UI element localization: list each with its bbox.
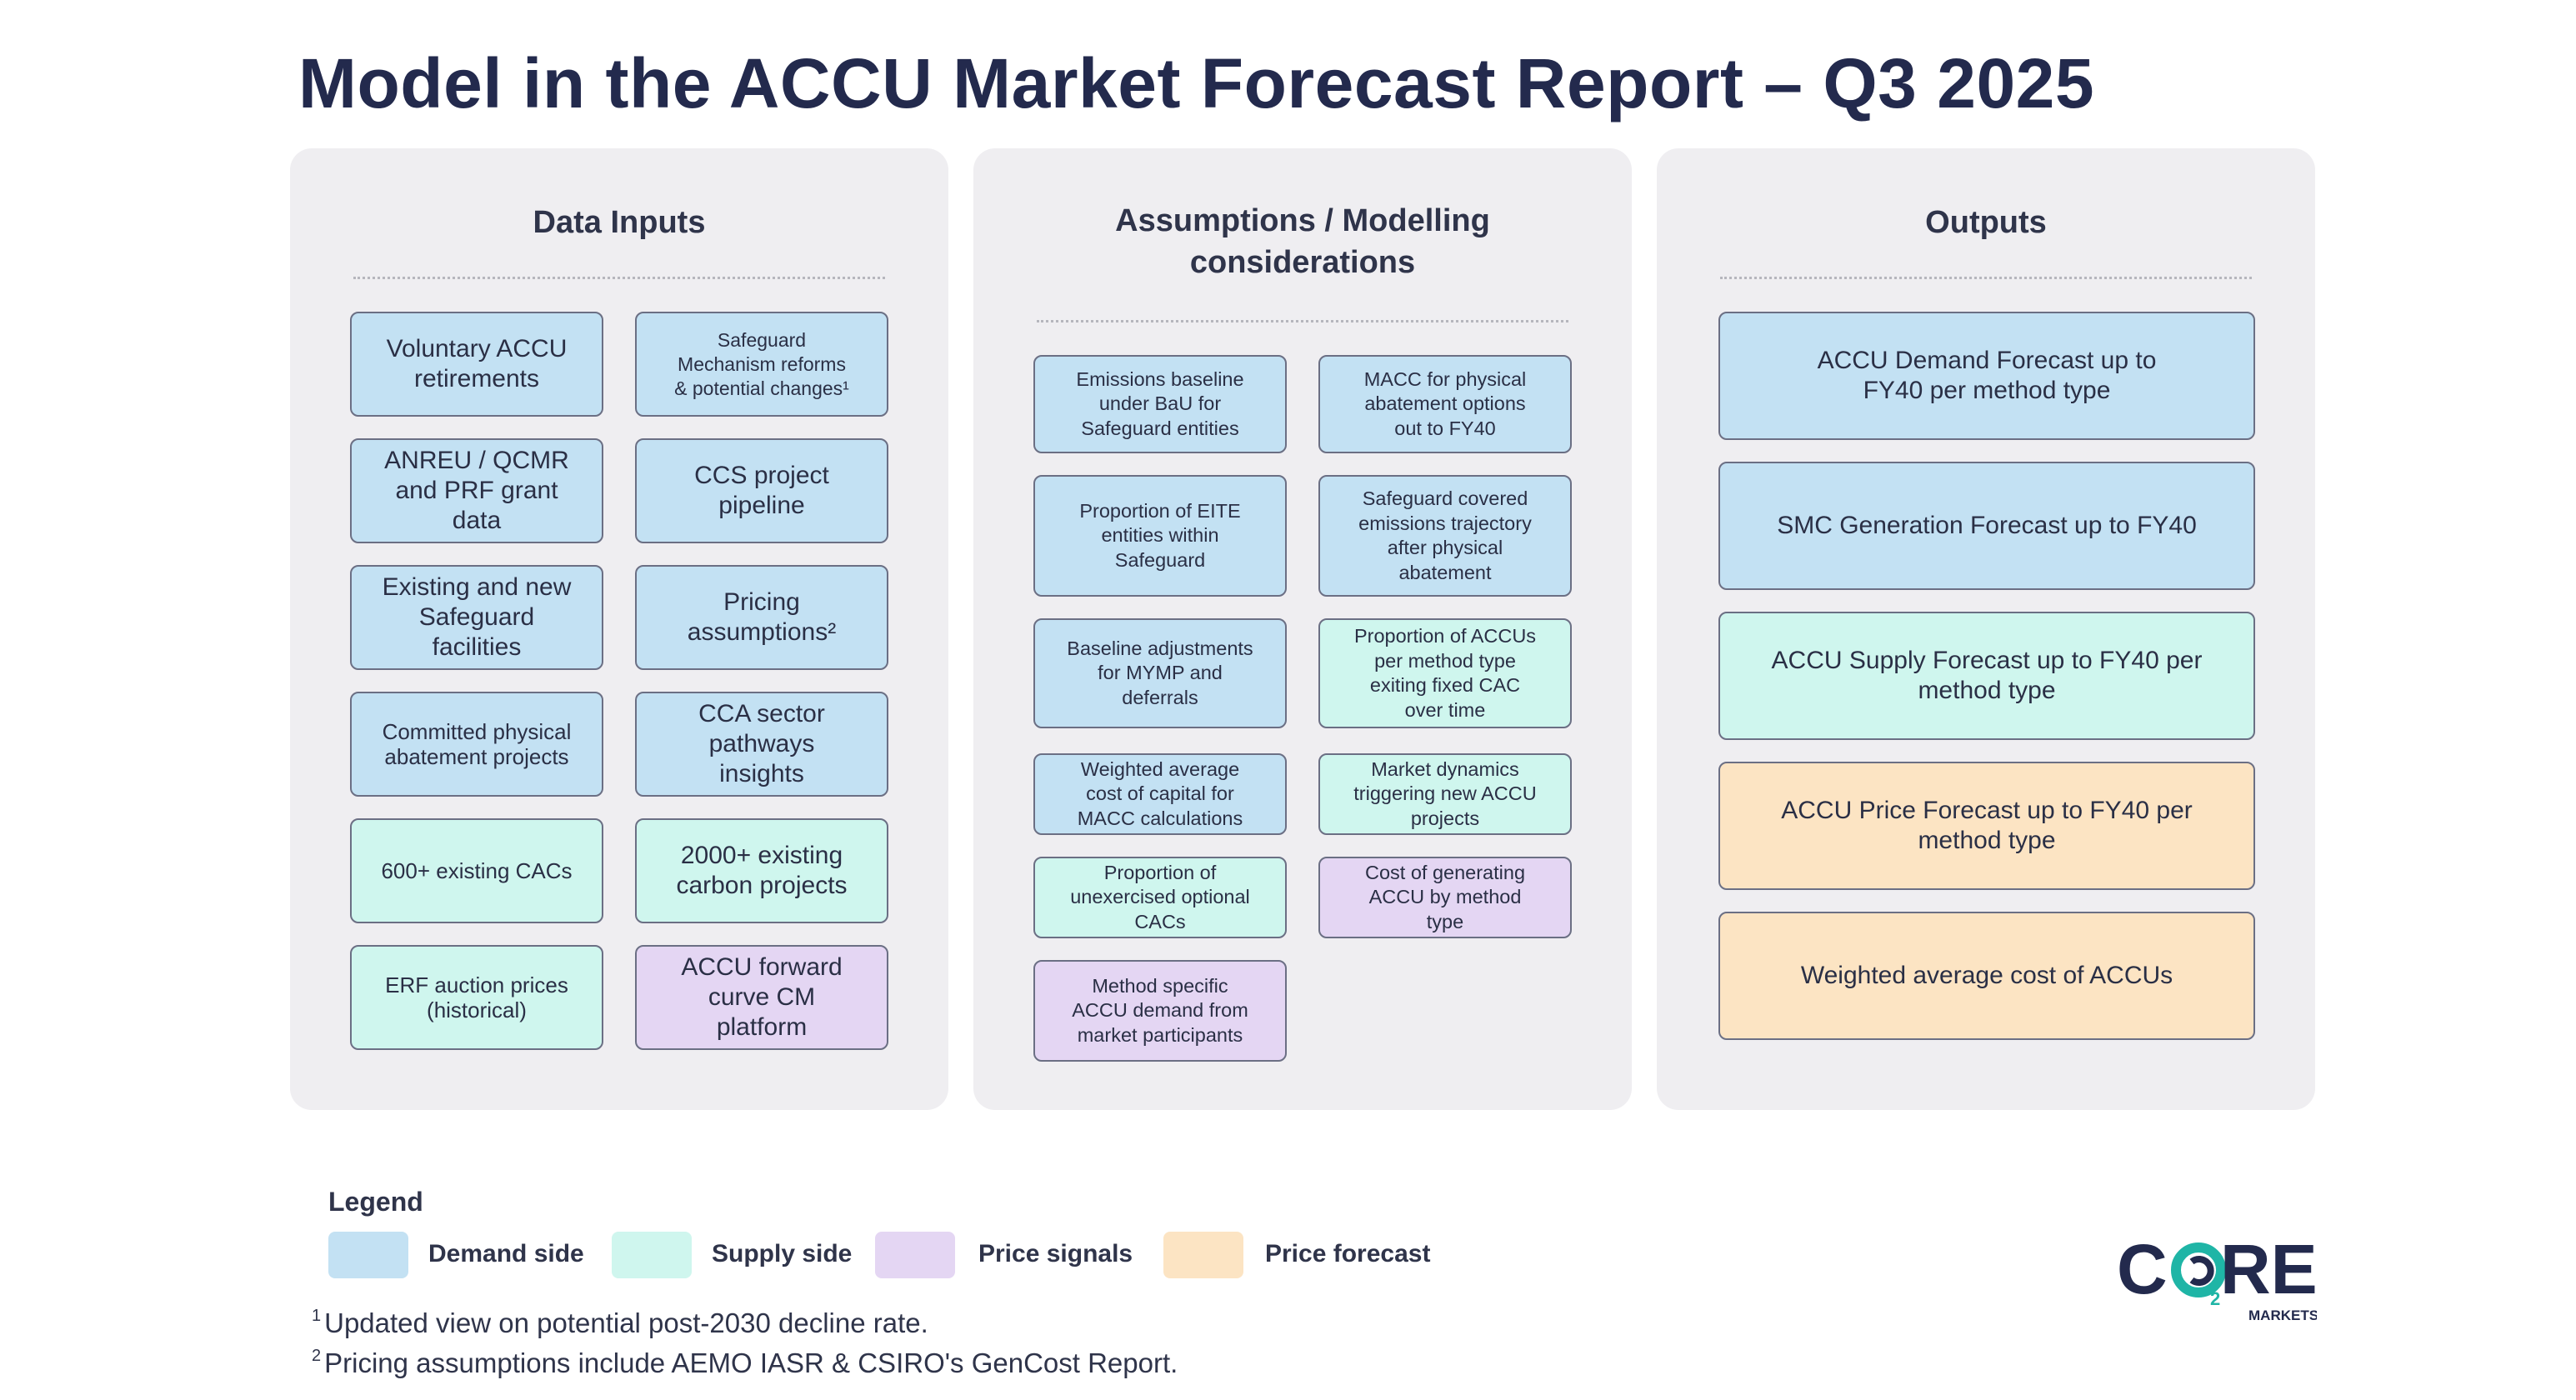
panel-divider xyxy=(353,277,885,279)
input-box-pricing-assumptions: Pricing assumptions² xyxy=(635,565,888,670)
model-box-emissions-trajectory: Safeguard covered emissions trajectory aft… xyxy=(1318,475,1572,597)
logo-tagline: MARKETS xyxy=(2248,1308,2317,1323)
input-box-existing-projects: 2000+ existing carbon projects xyxy=(635,818,888,923)
model-box-eite-proportion: Proportion of EITE entities within Safegua… xyxy=(1033,475,1287,597)
input-box-erf-auction: ERF auction prices (historical) xyxy=(350,945,603,1050)
output-box-price-forecast: ACCU Price Forecast up to FY40 per method… xyxy=(1718,762,2255,890)
footnote-1: 1 Updated view on potential post-2030 dec… xyxy=(312,1307,928,1338)
input-box-existing-cacs: 600+ existing CACs xyxy=(350,818,603,923)
footnote-2: 2 Pricing assumptions include AEMO IASR &… xyxy=(312,1347,1178,1378)
logo-subscript: 2 xyxy=(2210,1288,2220,1309)
legend-title: Legend xyxy=(328,1187,423,1217)
output-box-smc-forecast: SMC Generation Forecast up to FY40 xyxy=(1718,462,2255,590)
legend-label: Price signals xyxy=(978,1240,1133,1268)
logo-letter-c: C xyxy=(2117,1232,2168,1308)
legend-swatch xyxy=(1163,1232,1243,1278)
legend-swatch xyxy=(612,1232,692,1278)
logo-o-ring xyxy=(2171,1242,2226,1298)
page-title: Model in the ACCU Market Forecast Report… xyxy=(298,44,2095,122)
model-box-macc: MACC for physical abatement options out to… xyxy=(1318,355,1572,453)
modelling-title: Assumptions / Modelling considerations xyxy=(1115,203,1490,280)
data-inputs-title: Data Inputs xyxy=(533,205,706,240)
logo-letters-re: RE xyxy=(2220,1232,2317,1308)
input-box-cca-pathways: CCA sector pathways insights xyxy=(635,692,888,797)
input-box-anreu-qcmr: ANREU / QCMR and PRF grant data xyxy=(350,438,603,543)
input-box-safeguard-reforms: Safeguard Mechanism reforms & potential ch… xyxy=(635,312,888,417)
model-box-accus-exiting-cac: Proportion of ACCUs per method type exitin… xyxy=(1318,618,1572,728)
model-box-baseline-adjustments: Baseline adjustments for MYMP and deferral… xyxy=(1033,618,1287,728)
model-box-method-demand: Method specific ACCU demand from market pa… xyxy=(1033,960,1287,1062)
input-box-ccs-pipeline: CCS project pipeline xyxy=(635,438,888,543)
data-inputs-panel: Data Inputs Voluntary ACCU retirements Sa… xyxy=(290,148,948,1110)
legend-label: Demand side xyxy=(428,1240,584,1268)
input-box-forward-curve: ACCU forward curve CM platform xyxy=(635,945,888,1050)
legend-label: Price forecast xyxy=(1265,1240,1431,1268)
legend-swatch xyxy=(875,1232,955,1278)
output-box-weighted-cost: Weighted average cost of ACCUs xyxy=(1718,912,2255,1040)
model-box-market-dynamics: Market dynamics triggering new ACCU projec… xyxy=(1318,753,1572,835)
output-box-demand-forecast: ACCU Demand Forecast up to FY40 per metho… xyxy=(1718,312,2255,440)
core-markets-logo-icon: C 2 RE MARKETS xyxy=(2117,1230,2318,1323)
modelling-panel: Assumptions / Modelling considerations E… xyxy=(973,148,1632,1110)
input-box-voluntary-retirements: Voluntary ACCU retirements xyxy=(350,312,603,417)
output-box-supply-forecast: ACCU Supply Forecast up to FY40 per metho… xyxy=(1718,612,2255,740)
panel-divider xyxy=(1720,277,2252,279)
model-box-wacc: Weighted average cost of capital for MACC … xyxy=(1033,753,1287,835)
model-box-cost-generating: Cost of generating ACCU by method type xyxy=(1318,857,1572,938)
model-box-emissions-baseline: Emissions baseline under BaU for Safeguard… xyxy=(1033,355,1287,453)
panel-divider xyxy=(1037,320,1568,322)
outputs-panel: Outputs ACCU Demand Forecast up to FY40 p… xyxy=(1657,148,2315,1110)
outputs-title: Outputs xyxy=(1925,205,2047,240)
input-box-committed-abatement: Committed physical abatement projects xyxy=(350,692,603,797)
logo-o-inner xyxy=(2189,1256,2214,1286)
core-markets-logo: C 2 RE MARKETS xyxy=(2117,1230,2318,1323)
input-box-safeguard-facilities: Existing and new Safeguard facilities xyxy=(350,565,603,670)
legend-swatch xyxy=(328,1232,408,1278)
legend-label: Supply side xyxy=(712,1240,853,1268)
model-box-unexercised-cacs: Proportion of unexercised optional CACs xyxy=(1033,857,1287,938)
